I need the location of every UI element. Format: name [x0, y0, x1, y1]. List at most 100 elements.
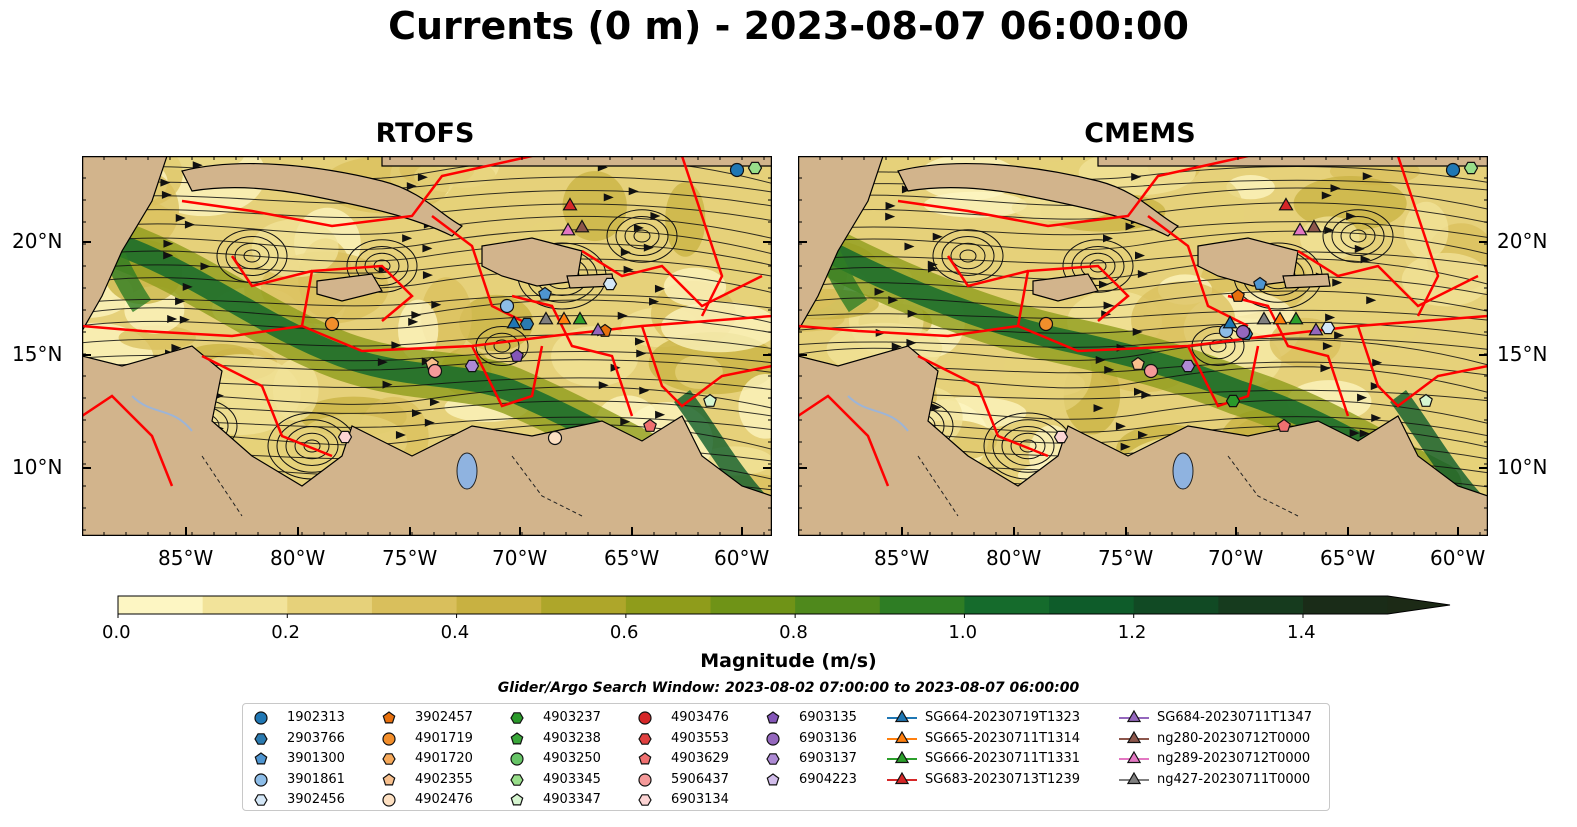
legend-label: ng289-20230712T0000 [1157, 751, 1311, 766]
landmass [316, 273, 383, 302]
streamline-arrow [163, 251, 174, 260]
streamline-arrow [408, 317, 419, 326]
streamline-arrow [1125, 222, 1136, 231]
landmass [82, 156, 168, 333]
eez-boundary [917, 354, 1049, 458]
eez-boundary [798, 394, 890, 487]
eez-boundary [581, 249, 763, 308]
eez-boundary [181, 156, 533, 228]
streamline-arrow [417, 173, 428, 182]
marker-4903629 [1277, 418, 1291, 432]
eddy-streamline [355, 246, 409, 286]
marker-4901719 [1038, 316, 1054, 332]
streamline-arrow [1320, 364, 1331, 373]
river [847, 395, 909, 432]
glider-SG664-20230719T1323 [1222, 315, 1238, 329]
colorbar-tick-label: 0.6 [609, 622, 639, 643]
lon-label-rtofs: 65°W [604, 546, 660, 570]
eez-boundary [1147, 215, 1249, 328]
streamline-arrow [1104, 365, 1115, 374]
legend-marker-circle [766, 731, 780, 746]
legend-marker-pentagon [638, 752, 652, 765]
magnitude-blob [397, 299, 439, 361]
glider-SG666-20230711T1331 [572, 311, 588, 325]
eez-boundary [82, 394, 174, 487]
streamline [82, 315, 772, 334]
eez-boundary [1356, 325, 1488, 408]
colorbar-tick-label: 0.0 [102, 622, 131, 643]
legend-label: 3901861 [287, 771, 345, 787]
legend-marker-pentagon [382, 772, 396, 785]
streamline-arrow [182, 282, 193, 291]
landmass [1032, 273, 1099, 302]
streamline-arrow [1357, 393, 1368, 402]
eez-boundary [640, 325, 772, 408]
marker-3902456 [1320, 321, 1336, 335]
legend-label: 4902355 [415, 771, 473, 787]
marker-4903237 [1225, 394, 1241, 408]
lat-label-left: 10°N [12, 455, 63, 479]
map-rtofs [82, 156, 772, 536]
map-frame [798, 156, 1488, 536]
magnitude-blob [272, 358, 319, 421]
legend-marker-hexagon [510, 773, 524, 786]
streamline-arrow [1103, 301, 1114, 310]
marker-4903347 [703, 393, 717, 407]
legend-label: 4903345 [543, 771, 601, 787]
lon-label-cmems: 75°W [1098, 546, 1154, 570]
glider-ng427-20230711T0000 [538, 311, 554, 325]
colorbar-segment [795, 596, 881, 614]
eddy-streamline [950, 242, 986, 270]
lon-label-cmems: 60°W [1430, 546, 1486, 570]
eddy-streamline [1322, 209, 1394, 263]
streamline-arrow [633, 223, 644, 232]
streamline-arrow [1134, 387, 1145, 396]
legend-marker-triangle [1126, 730, 1142, 743]
magnitude-blob [665, 182, 706, 257]
streamline-arrow [931, 403, 942, 412]
eez-boundary [1227, 294, 1350, 417]
colorbar-segment [1218, 596, 1304, 614]
streamline-arrow [167, 314, 178, 323]
eddy-streamline [285, 426, 339, 466]
marker-3902457 [1231, 288, 1245, 302]
streamline [82, 334, 772, 349]
legend-marker-pentagon [510, 793, 524, 806]
lon-label-cmems: 65°W [1320, 546, 1376, 570]
eddy-streamline [1340, 222, 1376, 250]
colorbar-segment [1049, 596, 1135, 614]
legend-marker-hexagon [638, 794, 652, 806]
legend-label: ng427-20230711T0000 [1157, 771, 1311, 787]
legend-label: ng280-20230712T0000 [1157, 730, 1311, 746]
streamline-arrow [1362, 172, 1373, 181]
legend-marker-hexagon [766, 753, 780, 765]
legend-marker-triangle [1126, 709, 1142, 723]
marker-1902313 [1445, 162, 1461, 178]
border-line [1227, 455, 1299, 517]
eez-boundary [511, 294, 634, 417]
marker-3901300 [538, 286, 552, 300]
streamline-arrow [904, 242, 915, 251]
colorbar-segment [371, 596, 458, 614]
eddy-streamline [493, 339, 511, 353]
colorbar-tick-label: 0.2 [271, 622, 300, 643]
legend-marker-triangle [894, 750, 910, 764]
streamline-arrow [655, 410, 666, 419]
legend-label: SG664-20230719T1323 [925, 710, 1081, 725]
streamline [82, 258, 772, 277]
legend-marker-triangle [894, 730, 910, 743]
streamline-arrow [184, 220, 195, 229]
legend-label: 4903476 [671, 710, 729, 725]
legend-marker-circle [254, 772, 268, 787]
streamline-arrow [411, 409, 422, 418]
landmass [798, 156, 884, 333]
eddy-streamline [606, 209, 678, 263]
eez-boundary [946, 255, 1029, 288]
streamline-arrow [402, 234, 413, 243]
eddy-streamline [932, 229, 1004, 283]
eddy-streamline [1001, 426, 1055, 466]
marker-4903345 [1463, 161, 1479, 175]
legend-marker-pentagon [382, 711, 396, 724]
eddy-streamline [615, 216, 669, 256]
streamline-arrow [1132, 327, 1143, 336]
